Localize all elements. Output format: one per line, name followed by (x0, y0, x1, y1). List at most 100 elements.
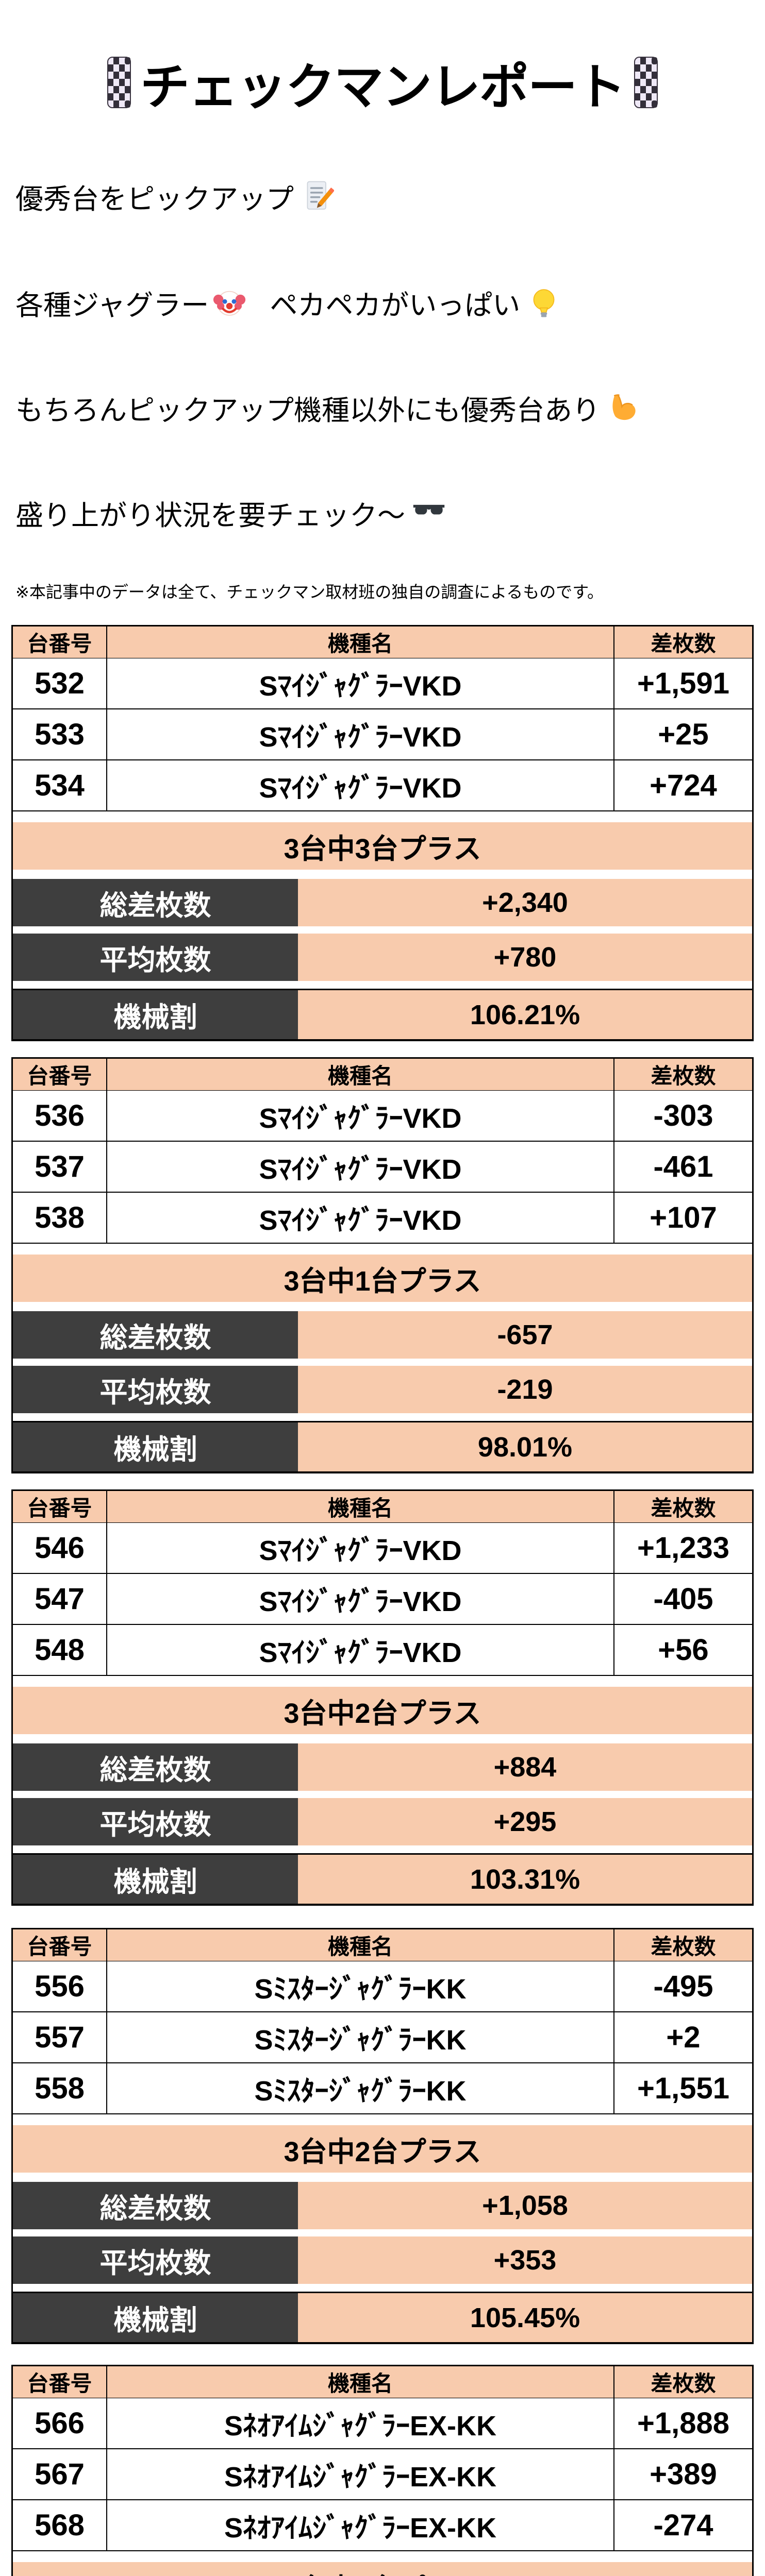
diff-count-cell: +56 (614, 1625, 752, 1675)
table-row: 538 SﾏｲｼﾞｬｸﾞﾗｰVKD +107 (13, 1193, 752, 1244)
table-row: 546 SﾏｲｼﾞｬｸﾞﾗｰVKD +1,233 (13, 1523, 752, 1574)
table-header-row: 台番号 機種名 差枚数 (13, 1491, 752, 1523)
col-header-model-name: 機種名 (107, 1059, 614, 1090)
intro-text: 各種ジャグラー (15, 290, 209, 321)
spacer (13, 1734, 752, 1743)
plus-count-banner: 3台中2台プラス (13, 2562, 752, 2576)
model-name-cell: SﾐｽﾀｰｼﾞｬｸﾞﾗｰKK (107, 2012, 614, 2062)
unit-number-cell: 546 (13, 1523, 107, 1573)
unit-number-cell: 537 (13, 1142, 107, 1192)
summary-label: 平均枚数 (13, 2236, 298, 2284)
report-title-row: チェックマンレポート (0, 47, 765, 117)
light-bulb-icon (533, 289, 555, 318)
summary-value: -219 (298, 1366, 752, 1413)
intro-text: 優秀台をピックアップ (15, 183, 294, 215)
sunglasses-icon (412, 496, 445, 529)
summary-row-total: 総差枚数 +884 (13, 1743, 752, 1791)
flexed-biceps-icon (612, 394, 636, 421)
table-header-row: 台番号 機種名 差枚数 (13, 1929, 752, 1961)
spacer (13, 2551, 752, 2562)
diff-count-cell: +1,233 (614, 1523, 752, 1573)
summary-label: 機械割 (13, 2293, 298, 2342)
spacer (13, 870, 752, 879)
col-header-unit-number: 台番号 (13, 626, 107, 658)
model-name-cell: SﾏｲｼﾞｬｸﾞﾗｰVKD (107, 1523, 614, 1573)
diff-count-cell: +2 (614, 2012, 752, 2062)
machine-table-block-3: 台番号 機種名 差枚数 546 SﾏｲｼﾞｬｸﾞﾗｰVKD +1,233 547… (11, 1489, 754, 1906)
diff-count-cell: +107 (614, 1193, 752, 1243)
unit-number-cell: 538 (13, 1193, 107, 1243)
intro-line-pickup: 優秀台をピックアップ (15, 174, 334, 218)
diff-count-cell: +724 (614, 760, 752, 810)
summary-value: 105.45% (298, 2293, 752, 2342)
diff-count-cell: -303 (614, 1091, 752, 1141)
model-name-cell: SﾏｲｼﾞｬｸﾞﾗｰVKD (107, 709, 614, 759)
summary-label: 総差枚数 (13, 1743, 298, 1791)
diff-count-cell: +25 (614, 709, 752, 759)
unit-number-cell: 568 (13, 2500, 107, 2550)
spacer (13, 2173, 752, 2182)
model-name-cell: SﾏｲｼﾞｬｸﾞﾗｰVKD (107, 658, 614, 708)
diff-count-cell: -495 (614, 1961, 752, 2011)
col-header-unit-number: 台番号 (13, 1059, 107, 1090)
table-row: 534 SﾏｲｼﾞｬｸﾞﾗｰVKD +724 (13, 760, 752, 811)
summary-label: 機械割 (13, 990, 298, 1039)
plus-count-banner: 3台中2台プラス (13, 2125, 752, 2173)
spacer (13, 1676, 752, 1687)
diff-count-cell: +1,591 (614, 658, 752, 708)
intro-line-check: 盛り上がり状況を要チェック〜 (15, 490, 445, 535)
intro-text: ペカペカがいっぱい (270, 290, 521, 321)
summary-label: 平均枚数 (13, 1798, 298, 1845)
diff-count-cell: +389 (614, 2449, 752, 2499)
table-header-row: 台番号 機種名 差枚数 (13, 1059, 752, 1091)
summary-value: +353 (298, 2236, 752, 2284)
summary-label: 総差枚数 (13, 879, 298, 926)
spacer (13, 811, 752, 822)
unit-number-cell: 547 (13, 1574, 107, 1624)
spacer (13, 1244, 752, 1255)
summary-label: 機械割 (13, 1855, 298, 1904)
unit-number-cell: 548 (13, 1625, 107, 1675)
disclaimer-note: ※本記事中のデータは全て、チェックマン取材班の独自の調査によるものです。 (15, 583, 604, 601)
table-row: 536 SﾏｲｼﾞｬｸﾞﾗｰVKD -303 (13, 1091, 752, 1142)
summary-value: 103.31% (298, 1855, 752, 1904)
summary-row-total: 総差枚数 +1,058 (13, 2182, 752, 2229)
intro-line-jugglers: 各種ジャグラー ペカペカがいっぱい (15, 280, 560, 325)
summary-value: 98.01% (298, 1422, 752, 1471)
clown-face-icon (213, 286, 246, 319)
table-header-row: 台番号 機種名 差枚数 (13, 2366, 752, 2398)
checkered-flag-icon (634, 57, 658, 108)
table-row: 566 SﾈｵｱｲﾑｼﾞｬｸﾞﾗｰEX-KK +1,888 (13, 2398, 752, 2449)
model-name-cell: SﾏｲｼﾞｬｸﾞﾗｰVKD (107, 1193, 614, 1243)
col-header-unit-number: 台番号 (13, 2366, 107, 2398)
memo-icon (306, 180, 334, 211)
unit-number-cell: 532 (13, 658, 107, 708)
machine-table-block-5: 台番号 機種名 差枚数 566 SﾈｵｱｲﾑｼﾞｬｸﾞﾗｰEX-KK +1,88… (11, 2365, 754, 2576)
model-name-cell: SﾏｲｼﾞｬｸﾞﾗｰVKD (107, 760, 614, 810)
summary-row-rate: 機械割 98.01% (13, 1421, 752, 1471)
col-header-diff-count: 差枚数 (614, 1491, 752, 1522)
model-name-cell: SﾈｵｱｲﾑｼﾞｬｸﾞﾗｰEX-KK (107, 2398, 614, 2448)
table-row: 556 SﾐｽﾀｰｼﾞｬｸﾞﾗｰKK -495 (13, 1961, 752, 2012)
unit-number-cell: 556 (13, 1961, 107, 2011)
summary-row-rate: 機械割 105.45% (13, 2292, 752, 2342)
diff-count-cell: +1,551 (614, 2063, 752, 2113)
summary-label: 平均枚数 (13, 1366, 298, 1413)
col-header-unit-number: 台番号 (13, 1929, 107, 1961)
intro-text: もちろんピックアップ機種以外にも優秀台あり (15, 395, 600, 426)
model-name-cell: SﾏｲｼﾞｬｸﾞﾗｰVKD (107, 1091, 614, 1141)
model-name-cell: SﾏｲｼﾞｬｸﾞﾗｰVKD (107, 1142, 614, 1192)
spacer (13, 2114, 752, 2125)
table-row: 557 SﾐｽﾀｰｼﾞｬｸﾞﾗｰKK +2 (13, 2012, 752, 2063)
spacer (13, 1302, 752, 1311)
diff-count-cell: -405 (614, 1574, 752, 1624)
summary-value: +295 (298, 1798, 752, 1845)
table-row: 558 SﾐｽﾀｰｼﾞｬｸﾞﾗｰKK +1,551 (13, 2063, 752, 2114)
model-name-cell: SﾐｽﾀｰｼﾞｬｸﾞﾗｰKK (107, 2063, 614, 2113)
col-header-diff-count: 差枚数 (614, 1059, 752, 1090)
unit-number-cell: 536 (13, 1091, 107, 1141)
table-row: 532 SﾏｲｼﾞｬｸﾞﾗｰVKD +1,591 (13, 658, 752, 709)
model-name-cell: SﾐｽﾀｰｼﾞｬｸﾞﾗｰKK (107, 1961, 614, 2011)
col-header-diff-count: 差枚数 (614, 2366, 752, 2398)
summary-row-rate: 機械割 106.21% (13, 989, 752, 1039)
